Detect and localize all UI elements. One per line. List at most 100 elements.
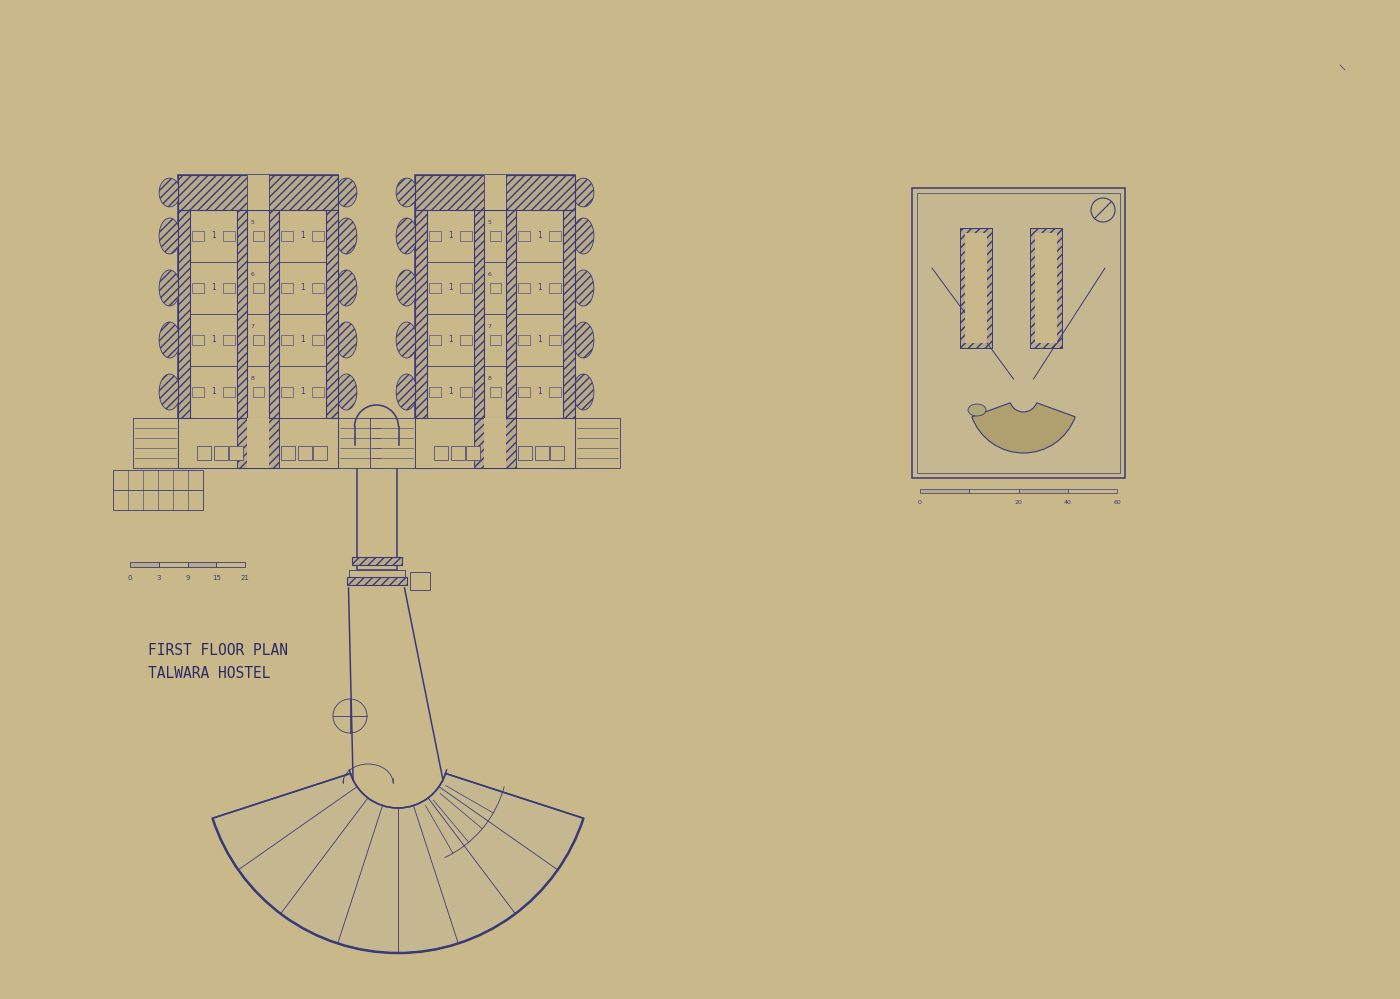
Bar (518, 231, 531, 241)
Bar (960, 228, 993, 348)
Text: 5: 5 (251, 221, 255, 226)
Bar (475, 210, 484, 418)
Text: 1: 1 (448, 388, 452, 397)
Bar (559, 418, 575, 468)
Ellipse shape (160, 178, 181, 207)
Bar (312, 283, 323, 293)
Text: 9: 9 (185, 575, 190, 581)
Bar (252, 231, 263, 241)
Bar (505, 210, 517, 418)
Ellipse shape (573, 270, 594, 306)
Text: 7: 7 (251, 325, 255, 330)
Bar (563, 210, 575, 418)
Bar (252, 283, 263, 293)
Bar (347, 577, 406, 585)
Bar (490, 283, 501, 293)
Bar (230, 446, 244, 460)
Bar (414, 175, 575, 468)
Bar (911, 188, 1126, 478)
Text: TALWARA HOSTEL: TALWARA HOSTEL (148, 666, 270, 681)
Bar (461, 231, 472, 241)
Text: 1: 1 (300, 232, 305, 241)
Bar (223, 231, 235, 241)
Bar (223, 283, 235, 293)
Bar (461, 283, 472, 293)
Bar (414, 210, 427, 418)
Bar (461, 387, 472, 397)
Bar (113, 470, 203, 510)
Ellipse shape (396, 218, 417, 254)
Ellipse shape (160, 270, 181, 306)
Ellipse shape (160, 374, 181, 410)
Bar (246, 418, 269, 468)
Bar (1068, 489, 1117, 493)
Bar (130, 562, 158, 567)
Bar (414, 175, 575, 210)
Text: 1: 1 (448, 232, 452, 241)
Bar (475, 418, 517, 468)
Wedge shape (972, 403, 1075, 453)
Bar (490, 335, 501, 345)
Bar (237, 418, 279, 468)
Bar (428, 387, 441, 397)
Bar (192, 335, 204, 345)
Bar (549, 283, 561, 293)
Bar (410, 572, 430, 590)
Text: 1: 1 (448, 284, 452, 293)
Bar (434, 446, 448, 460)
Bar (178, 418, 337, 468)
Bar (279, 418, 337, 468)
Text: 1: 1 (300, 388, 305, 397)
Bar (237, 210, 246, 418)
Bar (337, 418, 384, 468)
Bar (414, 418, 575, 468)
Text: 1: 1 (211, 232, 216, 241)
Text: 0: 0 (918, 500, 923, 505)
Bar (370, 418, 414, 468)
Ellipse shape (573, 374, 594, 410)
Ellipse shape (160, 322, 181, 358)
Bar (920, 489, 969, 493)
Bar (178, 175, 337, 210)
Ellipse shape (160, 218, 181, 254)
Bar (349, 570, 405, 582)
Bar (484, 418, 505, 468)
Ellipse shape (396, 374, 417, 410)
Ellipse shape (573, 178, 594, 207)
Text: 20: 20 (1015, 500, 1022, 505)
Text: 1: 1 (211, 388, 216, 397)
Bar (337, 427, 414, 445)
Bar (414, 418, 433, 468)
Bar (192, 231, 204, 241)
Bar (351, 557, 402, 565)
Bar (312, 231, 323, 241)
Bar (178, 418, 237, 468)
Text: 7: 7 (487, 325, 491, 330)
Text: 1: 1 (538, 284, 542, 293)
Bar (223, 335, 235, 345)
Ellipse shape (967, 404, 986, 416)
Bar (451, 446, 465, 460)
Bar (428, 335, 441, 345)
Ellipse shape (573, 322, 594, 358)
Text: 1: 1 (448, 336, 452, 345)
Bar (490, 231, 501, 241)
Bar (490, 387, 501, 397)
Bar (192, 387, 204, 397)
Text: FIRST FLOOR PLAN: FIRST FLOOR PLAN (148, 643, 288, 658)
Text: 8: 8 (487, 377, 491, 382)
Text: 1: 1 (538, 336, 542, 345)
Bar (428, 283, 441, 293)
Bar (414, 418, 475, 468)
Bar (158, 562, 188, 567)
Bar (518, 446, 532, 460)
Text: 60: 60 (1113, 500, 1121, 505)
Bar (550, 446, 564, 460)
Bar (1035, 233, 1057, 343)
Ellipse shape (336, 374, 357, 410)
Ellipse shape (336, 178, 357, 207)
Bar (357, 445, 396, 570)
Bar (1030, 228, 1063, 348)
Bar (535, 446, 549, 460)
Bar (197, 446, 211, 460)
